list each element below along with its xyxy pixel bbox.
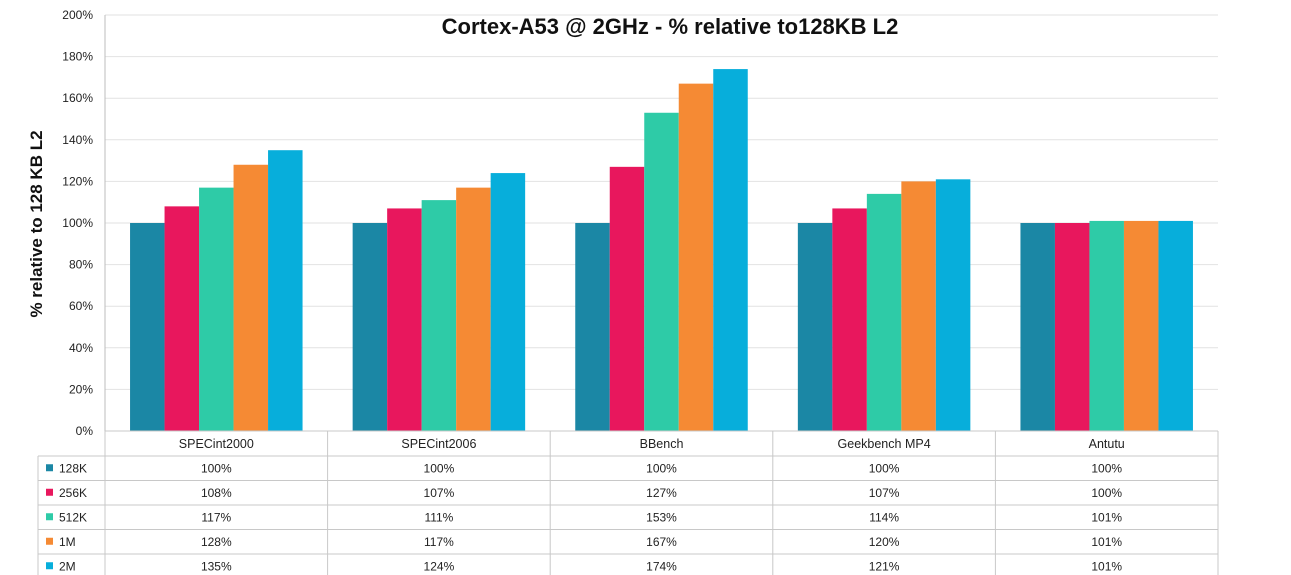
category-label: Antutu: [1089, 437, 1125, 451]
bar-128k-specint2006: [352, 223, 388, 431]
y-tick-label: 120%: [62, 174, 93, 188]
data-label: 111%: [424, 510, 453, 524]
data-label: 174%: [646, 559, 677, 573]
y-tick-label: 20%: [69, 382, 93, 396]
data-label: 124%: [424, 559, 455, 573]
data-label: 100%: [201, 461, 232, 475]
legend-label: 1M: [59, 535, 76, 549]
bar-2m-geekbench-mp4: [935, 179, 971, 431]
y-tick-label: 100%: [62, 216, 93, 230]
bar-512k-bbench: [644, 112, 679, 431]
bar-2m-specint2000: [268, 150, 303, 431]
data-label: 100%: [869, 461, 900, 475]
data-label: 127%: [646, 486, 677, 500]
bar-128k-geekbench-mp4: [797, 223, 833, 431]
data-label: 100%: [646, 461, 677, 475]
bar-2m-antutu: [1158, 220, 1193, 431]
y-axis-label: % relative to 128 KB L2: [27, 130, 46, 317]
y-tick-label: 80%: [69, 258, 93, 272]
data-label: 128%: [201, 535, 232, 549]
y-tick-label: 0%: [76, 424, 94, 438]
bars: [130, 69, 1193, 431]
data-label: 101%: [1091, 535, 1122, 549]
bar-512k-specint2006: [421, 200, 457, 431]
legend-swatch: [46, 537, 53, 545]
bar-1m-specint2000: [233, 164, 269, 431]
legend-label: 2M: [59, 559, 76, 573]
bar-256k-specint2000: [164, 206, 200, 431]
bar-128k-bbench: [575, 223, 610, 431]
data-label: 153%: [646, 510, 677, 524]
bar-128k-specint2000: [130, 223, 165, 431]
data-label: 100%: [1091, 461, 1122, 475]
legend-swatch: [46, 513, 53, 521]
data-label: 120%: [869, 535, 900, 549]
bar-1m-bbench: [678, 83, 714, 431]
legend-swatch: [46, 464, 53, 472]
bar-1m-antutu: [1123, 220, 1159, 431]
bar-512k-specint2000: [199, 187, 234, 431]
category-label: Geekbench MP4: [838, 437, 931, 451]
y-axis-ticks: 0% 20% 40% 60% 80% 100% 120% 140% 160% 180% 200%: [62, 8, 93, 438]
bar-512k-antutu: [1089, 220, 1124, 431]
y-tick-label: 180%: [62, 50, 93, 64]
data-label: 101%: [1091, 510, 1122, 524]
legend-label: 128K: [59, 461, 87, 475]
bar-256k-antutu: [1054, 223, 1090, 431]
data-label: 117%: [201, 510, 231, 524]
data-label: 101%: [1091, 559, 1122, 573]
bar-256k-geekbench-mp4: [832, 208, 867, 431]
y-tick-label: 160%: [62, 91, 93, 105]
data-label: 107%: [869, 486, 900, 500]
y-tick-label: 40%: [69, 341, 93, 355]
data-label: 108%: [201, 486, 232, 500]
category-label: SPECint2000: [179, 437, 254, 451]
y-tick-label: 60%: [69, 299, 93, 313]
bar-2m-specint2006: [490, 173, 526, 431]
legend-swatch: [46, 488, 53, 496]
legend-swatch: [46, 562, 53, 570]
data-label: 117%: [424, 535, 454, 549]
data-table: SPECint2000 SPECint2006 BBench Geekbench MP…: [37, 430, 1219, 575]
bar-2m-bbench: [713, 69, 748, 431]
bar-1m-specint2006: [456, 187, 491, 431]
data-label: 135%: [201, 559, 232, 573]
y-tick-label: 140%: [62, 133, 93, 147]
bar-256k-bbench: [609, 166, 645, 431]
data-label: 107%: [424, 486, 455, 500]
y-tick-label: 200%: [62, 8, 93, 22]
data-label: 100%: [424, 461, 455, 475]
chart-title: Cortex-A53 @ 2GHz - % relative to128KB L…: [442, 14, 899, 39]
data-label: 121%: [869, 559, 900, 573]
legend-label: 512K: [59, 510, 87, 524]
bar-1m-geekbench-mp4: [901, 181, 936, 431]
bar-128k-antutu: [1020, 223, 1055, 431]
legend-label: 256K: [59, 486, 87, 500]
category-label: SPECint2006: [401, 437, 476, 451]
bar-512k-geekbench-mp4: [866, 193, 902, 431]
bar-256k-specint2006: [387, 208, 422, 431]
category-label: BBench: [640, 437, 684, 451]
data-label: 100%: [1091, 486, 1122, 500]
data-label: 114%: [869, 510, 899, 524]
data-label: 167%: [646, 535, 677, 549]
